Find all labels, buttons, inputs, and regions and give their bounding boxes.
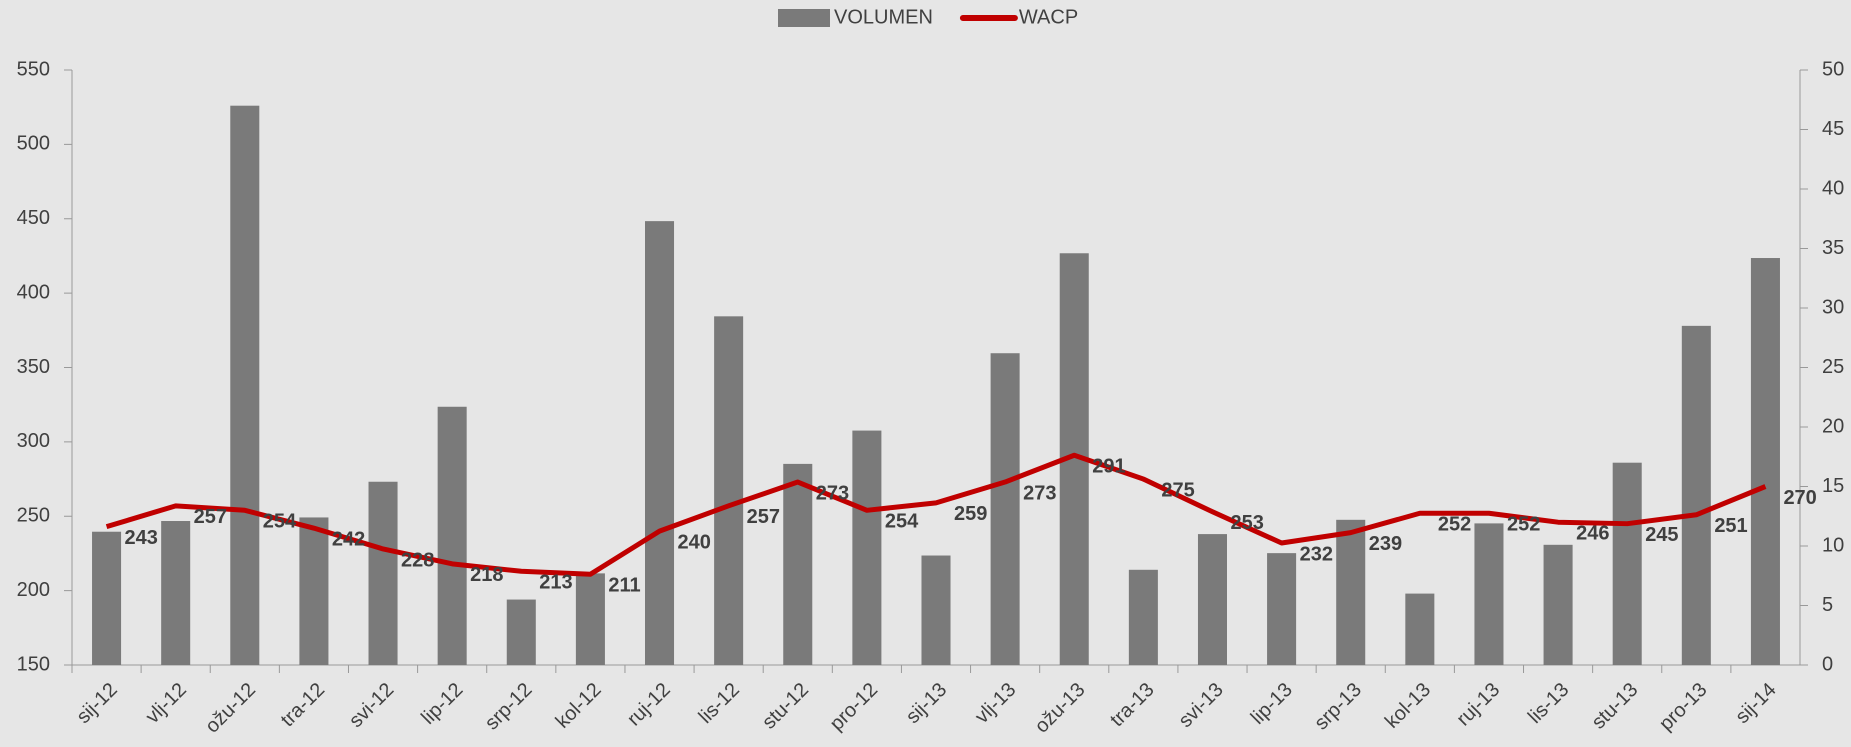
- legend-label: VOLUMEN: [834, 6, 933, 28]
- y2-tick-label: 45: [1822, 118, 1844, 140]
- bar: [1405, 593, 1435, 665]
- data-label: 243: [125, 527, 158, 549]
- data-label: 254: [263, 511, 297, 533]
- y2-tick-label: 30: [1822, 296, 1844, 318]
- legend-label: WACP: [1019, 6, 1078, 28]
- bar: [783, 463, 813, 665]
- y-tick-label: 200: [17, 579, 50, 601]
- bar: [368, 481, 398, 665]
- x-tick-label: srp-13: [1310, 679, 1366, 735]
- x-tick-label: tra-12: [277, 679, 330, 732]
- x-tick-label: sij-12: [72, 679, 121, 728]
- bar: [1197, 534, 1227, 665]
- bar: [1543, 544, 1573, 665]
- data-label: 213: [539, 572, 572, 594]
- x-tick-label: kol-12: [552, 679, 606, 733]
- data-label: 246: [1576, 522, 1609, 544]
- x-tick-label: srp-12: [481, 679, 537, 735]
- bar: [852, 430, 882, 665]
- x-tick-label: ožu-13: [1031, 679, 1090, 738]
- x-tick-label: vlj-12: [142, 679, 191, 728]
- data-label: 252: [1438, 514, 1471, 536]
- x-tick-label: sij-14: [1731, 679, 1780, 728]
- data-label: 257: [747, 506, 780, 528]
- x-tick-label: sij-13: [902, 679, 951, 728]
- bar: [1612, 462, 1642, 665]
- bar: [575, 573, 605, 665]
- bar: [506, 599, 536, 665]
- bar: [921, 555, 951, 665]
- bar: [1681, 325, 1711, 665]
- y2-tick-label: 20: [1822, 415, 1844, 437]
- bar: [990, 353, 1020, 665]
- bar: [1336, 519, 1366, 665]
- data-label: 254: [885, 511, 919, 533]
- data-label: 257: [194, 506, 227, 528]
- x-tick-label: kol-13: [1381, 679, 1435, 733]
- line: [105, 452, 1767, 577]
- y2-tick-label: 0: [1822, 653, 1833, 675]
- bar: [714, 316, 744, 665]
- bar: [1267, 553, 1297, 665]
- y2-tick-label: 50: [1822, 58, 1844, 80]
- data-label: 259: [954, 503, 987, 525]
- bar: [645, 221, 675, 665]
- x-tick-label: vlj-13: [971, 679, 1020, 728]
- y2-tick-label: 25: [1822, 356, 1844, 378]
- x-tick-label: ožu-12: [201, 679, 260, 738]
- bar: [299, 517, 329, 665]
- y-tick-label: 150: [17, 653, 50, 675]
- data-label: 232: [1300, 543, 1333, 565]
- data-label: 270: [1783, 487, 1816, 509]
- data-label: 275: [1161, 479, 1194, 501]
- x-tick-label: ruj-12: [623, 679, 675, 731]
- y-tick-label: 500: [17, 133, 50, 155]
- bar: [437, 406, 467, 665]
- data-label: 252: [1507, 514, 1540, 536]
- data-label: 239: [1369, 533, 1402, 555]
- legend-swatch: [778, 9, 830, 27]
- x-tick-label: lip-12: [417, 679, 467, 729]
- x-tick-label: pro-12: [826, 679, 882, 735]
- y-tick-label: 350: [17, 356, 50, 378]
- y-tick-label: 400: [17, 281, 50, 303]
- bar: [92, 531, 122, 665]
- x-tick-label: stu-12: [758, 679, 813, 734]
- y-tick-label: 550: [17, 58, 50, 80]
- y2-tick-label: 15: [1822, 475, 1844, 497]
- x-tick-label: svi-13: [1174, 679, 1227, 732]
- y-tick-label: 250: [17, 505, 50, 527]
- x-tick-label: lis-13: [1524, 679, 1573, 728]
- bar: [1128, 569, 1158, 665]
- data-label: 251: [1714, 515, 1747, 537]
- x-tick-label: lip-13: [1247, 679, 1297, 729]
- data-label: 240: [678, 531, 711, 553]
- x-tick-label: tra-13: [1106, 679, 1159, 732]
- x-tick-label: stu-13: [1588, 679, 1643, 734]
- data-label: 273: [816, 482, 849, 504]
- y2-tick-label: 10: [1822, 534, 1844, 556]
- y2-tick-label: 40: [1822, 177, 1844, 199]
- y2-tick-label: 5: [1822, 594, 1833, 616]
- x-tick-label: ruj-13: [1453, 679, 1505, 731]
- data-label: 273: [1023, 482, 1056, 504]
- data-label: 253: [1230, 512, 1263, 534]
- bar: [1750, 258, 1780, 665]
- data-label: 245: [1645, 524, 1678, 546]
- x-tick-label: svi-12: [345, 679, 398, 732]
- x-tick-label: pro-13: [1655, 679, 1711, 735]
- data-label: 242: [332, 528, 365, 550]
- y-tick-label: 300: [17, 430, 50, 452]
- bar: [230, 105, 260, 665]
- data-label: 218: [470, 564, 503, 586]
- data-label: 291: [1092, 456, 1125, 478]
- data-label: 211: [608, 575, 640, 597]
- x-tick-label: lis-12: [695, 679, 744, 728]
- bar: [1474, 523, 1504, 665]
- y-tick-label: 450: [17, 207, 50, 229]
- y2-tick-label: 35: [1822, 237, 1844, 259]
- data-label: 228: [401, 549, 434, 571]
- bar: [161, 521, 191, 665]
